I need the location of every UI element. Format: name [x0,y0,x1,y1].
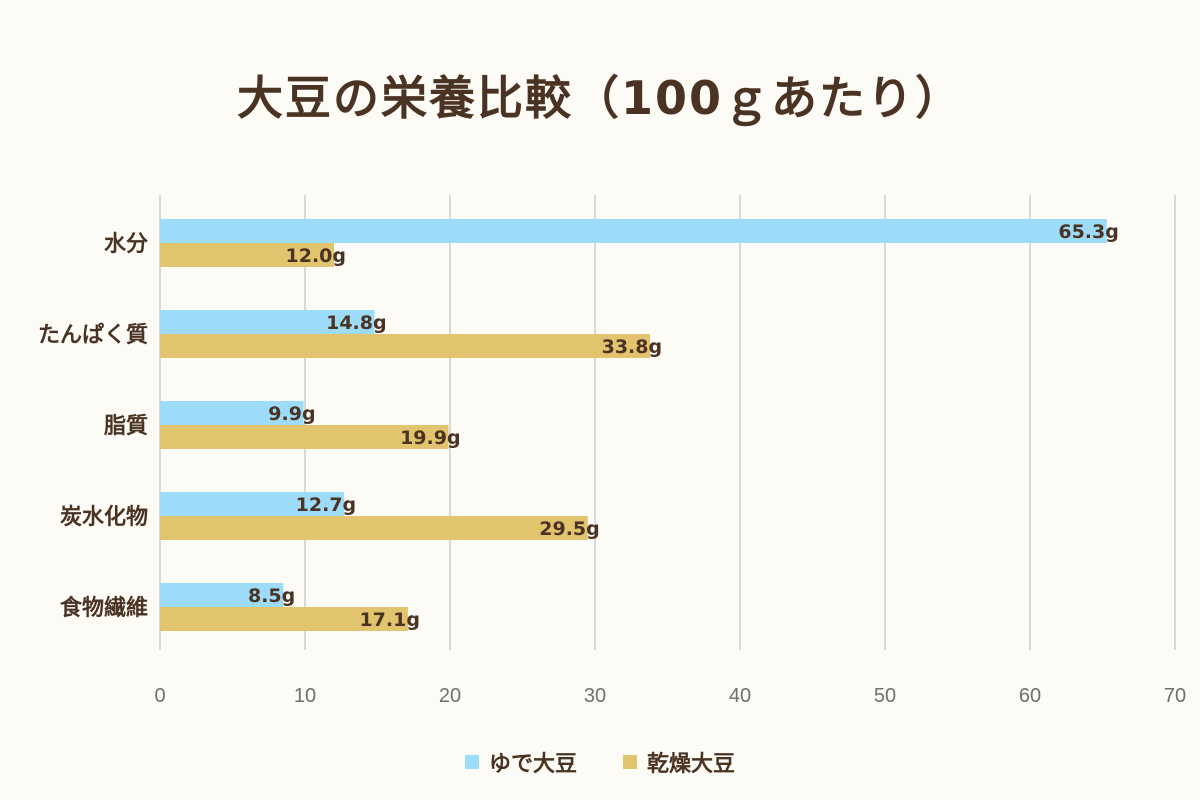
chart-title: 大豆の栄養比較（100ｇあたり） [236,71,964,125]
bar-1-0 [160,243,334,267]
data-label-1-2: 19.9g [400,427,460,449]
x-tick-label-60: 60 [1019,685,1041,707]
data-label-0-2: 9.9g [268,403,315,425]
x-tick-label-10: 10 [294,685,316,707]
bar-0-2 [160,401,304,425]
data-label-1-0: 12.0g [286,245,346,267]
data-label-0-3: 12.7g [296,494,356,516]
bar-0-3 [160,492,345,516]
data-label-0-1: 14.8g [326,312,386,334]
category-label-4: 食物繊維 [60,595,148,621]
bar-0-0 [160,219,1107,243]
data-label-0-0: 65.3g [1058,221,1118,243]
bar-1-3 [160,516,588,540]
legend-item-boiled: ゆで大豆 [464,746,577,778]
data-label-1-3: 29.5g [539,518,599,540]
bar-1-4 [160,607,408,631]
legend-item-dried: 乾燥大豆 [623,746,735,778]
x-tick-label-70: 70 [1164,685,1186,707]
data-label-1-1: 33.8g [602,336,662,358]
category-label-1: たんぱく質 [38,322,148,348]
x-tick-label-30: 30 [584,685,606,707]
legend: ゆで大豆 乾燥大豆 [0,746,1200,778]
legend-swatch-dried [623,755,637,769]
bar-1-1 [160,334,651,358]
legend-label-boiled: ゆで大豆 [488,752,577,777]
category-label-0: 水分 [104,232,148,257]
data-label-0-4: 8.5g [248,585,295,607]
x-tick-label-0: 0 [154,685,165,707]
category-label-2: 脂質 [104,413,148,439]
bar-0-4 [160,583,284,607]
x-tick-label-40: 40 [729,685,751,707]
x-tick-label-20: 20 [439,685,461,707]
x-tick-label-50: 50 [874,685,896,707]
bar-1-2 [160,425,449,449]
bar-0-1 [160,310,375,334]
legend-label-dried: 乾燥大豆 [647,752,736,777]
legend-swatch-boiled [464,755,479,769]
category-label-3: 炭水化物 [60,504,148,530]
data-label-1-4: 17.1g [359,609,419,631]
